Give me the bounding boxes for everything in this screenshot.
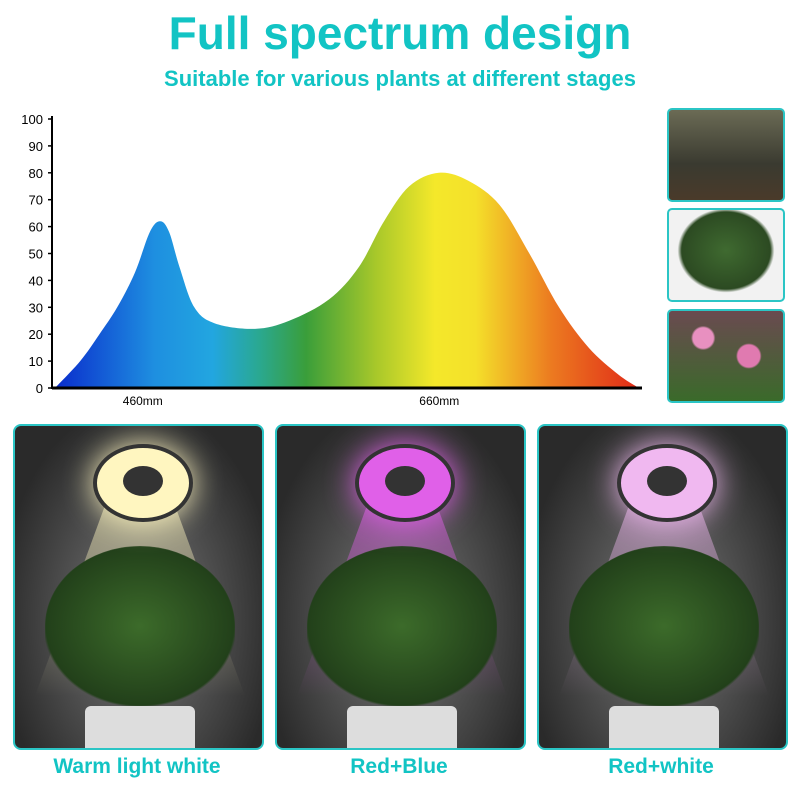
panel-red-blue xyxy=(275,424,526,750)
plant-image xyxy=(569,546,759,706)
panel-warm-white xyxy=(13,424,264,750)
ring-lamp-icon xyxy=(617,444,717,522)
pot xyxy=(609,706,719,748)
panel-red-white xyxy=(537,424,788,750)
y-tick-label: 70 xyxy=(29,193,43,208)
page-subtitle: Suitable for various plants at different… xyxy=(164,66,636,91)
plant-image xyxy=(307,546,497,706)
y-tick-label: 30 xyxy=(29,300,43,315)
y-tick-label: 0 xyxy=(36,381,43,396)
caption-red-blue: Red+Blue xyxy=(350,755,448,778)
pot xyxy=(85,706,195,748)
x-tick-label: 460mm xyxy=(123,394,163,408)
y-tick-label: 20 xyxy=(29,327,43,342)
y-tick-label: 60 xyxy=(29,220,43,235)
y-tick-label: 80 xyxy=(29,166,43,181)
y-tick-label: 90 xyxy=(29,139,43,154)
y-tick-label: 50 xyxy=(29,247,43,262)
y-tick-label: 10 xyxy=(29,354,43,369)
y-tick-label: 40 xyxy=(29,273,43,288)
shrub-photo xyxy=(667,208,785,302)
ring-lamp-icon xyxy=(93,444,193,522)
plant-image xyxy=(45,546,235,706)
caption-warm-white: Warm light white xyxy=(53,755,221,778)
spectrum-area xyxy=(54,172,640,388)
page-title: Full spectrum design xyxy=(168,7,632,59)
spectrum-chart: 0 10 20 30 40 50 60 70 80 90 100 460mm 660mm xyxy=(21,112,642,408)
flowers-photo xyxy=(667,309,785,403)
seedling-photo xyxy=(667,108,785,202)
caption-red-white: Red+white xyxy=(608,755,714,778)
ring-lamp-icon xyxy=(355,444,455,522)
y-tick-label: 100 xyxy=(21,112,43,127)
x-tick-label: 660mm xyxy=(419,394,459,408)
pot xyxy=(347,706,457,748)
